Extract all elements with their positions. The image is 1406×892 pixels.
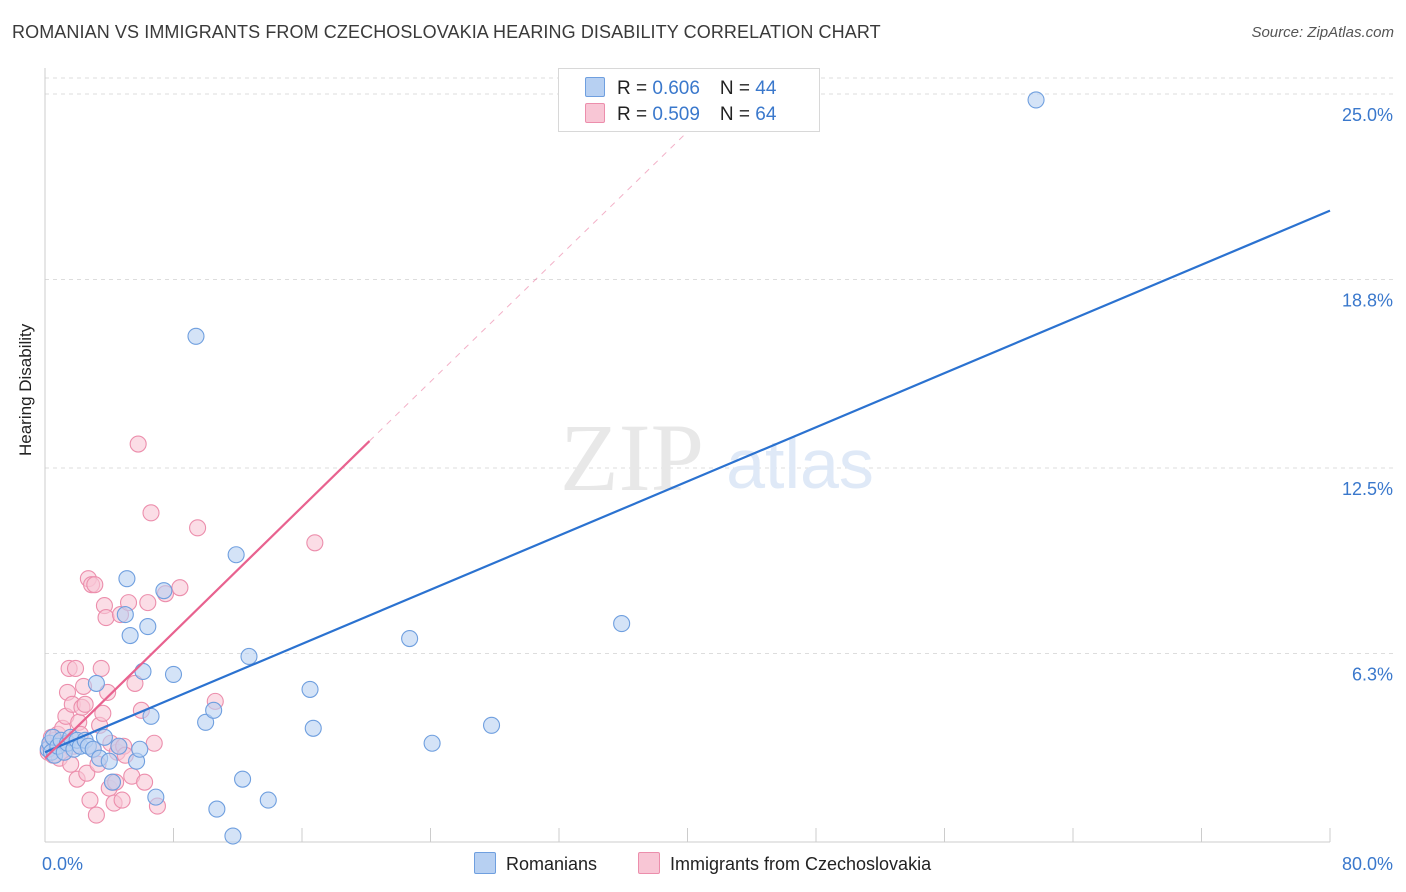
x-tick-label: 80.0% [1342,854,1393,874]
axes [44,68,1331,843]
romanians-point [134,662,152,680]
czech-point [171,579,189,597]
tick-labels: 6.3% 12.5% 18.8% 25.0% 0.0% 80.0% [42,105,1393,874]
czech-point [113,791,131,809]
romanians-point [110,737,128,755]
czech-point [86,576,104,594]
czech-point [78,764,96,782]
czech-point [142,504,160,522]
romanians-trend-line [44,209,1331,754]
romanians-point [131,740,149,758]
romanians-point [401,629,419,648]
legend-row-romanians: R = 0.606 N = 44 [585,77,776,101]
trend-lines [44,120,1331,760]
romanians-point [205,701,223,719]
romanians-legend-label: Romanians [506,854,598,874]
czech-point [94,704,112,722]
romanians-point [613,615,631,633]
y-tick-label: 18.8% [1342,290,1393,310]
czech-point [97,609,115,627]
y-tick-label: 25.0% [1342,105,1393,125]
romanians-point [118,570,136,588]
czech-swatch [585,103,605,123]
czech-point [76,695,94,713]
correlation-legend: R = 0.606 N = 44 R = 0.509 N = 64 [558,68,820,132]
romanians-point [423,734,441,752]
czech-point [87,806,105,824]
romanians-point [197,713,215,731]
czech-r-value: 0.509 [652,104,700,125]
romanians-point [234,770,252,788]
romanians-point [87,674,105,692]
bottom-legend-czech[interactable]: Immigrants from Czechoslovakia [638,852,931,875]
y-tick-label: 12.5% [1342,479,1393,499]
czech-legend-label: Immigrants from Czechoslovakia [670,854,932,874]
romanians-point [164,665,183,683]
romanians-point [187,327,205,345]
romanians-n-value: 44 [755,78,777,99]
czech-point [66,659,85,677]
romanians-point [121,626,139,645]
czech-n-value: 64 [755,104,777,125]
romanians-r-value: 0.606 [652,78,700,99]
romanians-point [100,752,118,770]
romanians-r-label: R = [617,78,653,99]
czech-trend-line [44,440,371,760]
romanians-point [224,827,242,845]
legend-row-czech: R = 0.509 N = 64 [585,103,776,127]
watermark-atlas: atlas [726,425,874,503]
y-axis-label: Hearing Disability [16,323,35,456]
czech-point [145,734,163,752]
romanians-point [1027,91,1045,109]
romanians-point [116,606,134,624]
czech-trend-extension [369,120,700,442]
romanians-point [240,647,258,666]
czech-point [139,594,157,612]
romanians-point [208,800,226,818]
romanians-point [103,773,122,791]
chart-title: ROMANIAN VS IMMIGRANTS FROM CZECHOSLOVAK… [12,22,881,42]
data-points [39,91,1045,845]
x-tick-label: 0.0% [42,854,83,874]
czech-point [92,659,110,677]
romanians-point [304,719,322,737]
romanians-point [155,582,173,600]
romanians-point [482,716,501,734]
czech-point [99,683,117,701]
romanians-legend-swatch [474,852,496,874]
czech-point [306,534,324,552]
czech-n-label: N = [719,104,756,125]
czech-point [129,435,147,453]
czech-point [81,791,99,809]
romanians-point [227,546,245,564]
romanians-point [95,728,113,746]
romanians-point [301,680,319,698]
romanians-point [259,791,277,809]
romanians-point [139,618,157,636]
romanians-point [147,788,165,806]
romanians-n-label: N = [719,78,756,99]
source-label: Source: ZipAtlas.com [1251,24,1394,41]
romanians-swatch [585,77,605,97]
czech-r-label: R = [617,104,653,125]
czech-point [189,519,207,537]
gridlines [45,77,1395,654]
czech-legend-swatch [638,852,660,874]
czech-point [136,773,154,791]
watermark-zip: ZIP [560,404,704,511]
y-tick-label: 6.3% [1352,664,1393,684]
bottom-legend-romanians[interactable]: Romanians [474,852,597,875]
czech-point [126,674,144,692]
